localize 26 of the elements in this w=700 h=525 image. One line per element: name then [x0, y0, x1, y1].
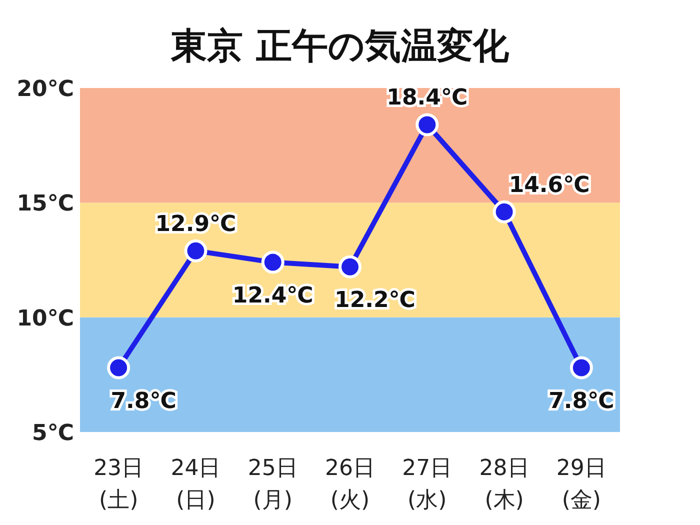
point	[570, 356, 593, 380]
data-label: 18.4℃	[386, 86, 468, 111]
data-label: 12.2℃	[334, 288, 416, 313]
x-tick-label: 24日 (日)	[170, 456, 221, 513]
point	[107, 356, 130, 380]
x-tick-label: 26日 (火)	[325, 456, 375, 513]
x-tick-label: 29日 (金)	[556, 456, 606, 513]
x-tick-label: 25日 (月)	[248, 456, 298, 513]
point	[338, 255, 362, 278]
data-label: 12.9℃	[155, 212, 236, 237]
data-label: 7.8℃	[548, 388, 614, 414]
point	[184, 239, 208, 262]
chart-title: 東京 正午の気温変化	[170, 26, 510, 67]
point	[416, 113, 439, 136]
data-label: 12.4℃	[232, 283, 314, 308]
y-tick-label: 10℃	[16, 306, 74, 332]
x-tick-label: 27日 (水)	[402, 456, 452, 513]
y-tick-label: 20℃	[16, 77, 74, 102]
data-label: 7.8℃	[110, 388, 176, 414]
x-tick-label: 23日 (土)	[94, 456, 144, 513]
point	[492, 200, 516, 224]
data-label: 14.6℃	[508, 172, 590, 198]
y-tick-label: 15℃	[16, 192, 74, 217]
x-tick-label: 28日 (木)	[479, 456, 530, 513]
point	[261, 250, 284, 274]
y-tick-label: 5℃	[32, 421, 74, 446]
